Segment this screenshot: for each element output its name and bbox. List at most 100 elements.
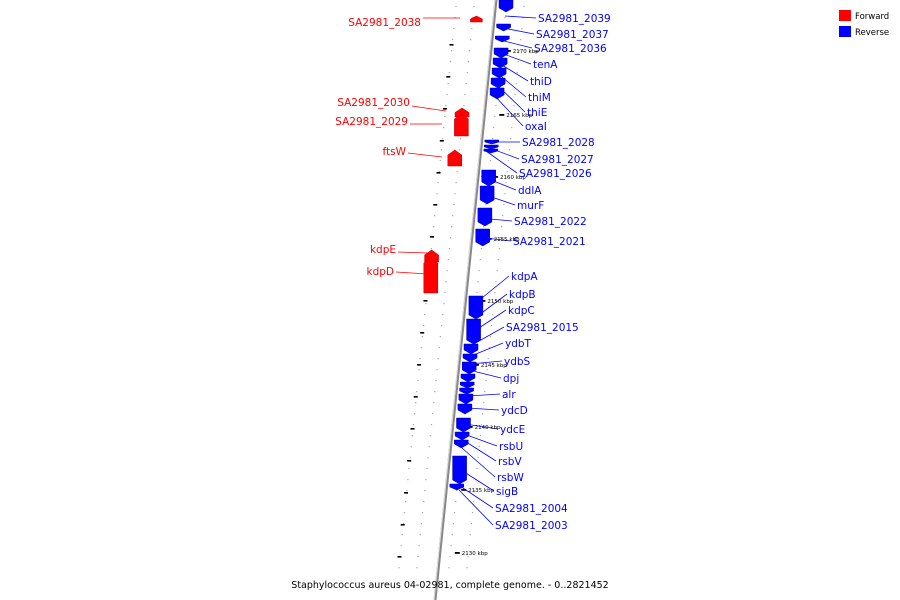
track-dot [430,248,432,250]
track-dot [482,413,484,415]
track-dot [483,226,485,228]
track-dot [458,149,461,151]
track-dot [455,6,457,8]
track-dot [442,138,444,140]
track-dot [453,28,455,30]
track-dot [452,39,454,41]
forward-gene-leader [411,105,447,112]
track-dot [420,523,422,525]
track-dash [400,524,405,526]
track-dot [453,204,455,206]
legend-label-forward: Forward [855,12,889,22]
track-dot [436,369,438,371]
reverse-gene-label: rsbV [498,456,522,468]
track-dot [444,292,446,294]
reverse-gene-leader [472,309,507,333]
reverse-gene-label: tenA [533,59,558,71]
forward-gene [470,15,483,23]
track-dot [488,347,490,349]
reverse-gene-leader [466,407,500,411]
track-dot [507,160,509,162]
reverse-gene-leader [499,39,533,49]
track-dot [429,435,431,437]
track-dot [478,270,480,272]
track-dot [513,105,515,107]
track-dash [449,44,454,46]
track-dot [415,402,417,404]
track-dot [447,259,449,261]
forward-gene [423,257,439,294]
track-dot [479,259,481,261]
reverse-gene-label: murF [517,200,544,212]
track-dot [471,512,474,514]
track-dot [443,127,445,129]
track-dot [451,226,453,228]
kbp-label: 2130 kbp [462,551,488,557]
track-dot [409,457,411,459]
kbp-tick [461,489,467,491]
track-dot [496,270,498,272]
reverse-gene-label: dpj [503,373,519,385]
track-dot [463,105,465,107]
track-dot [436,193,438,195]
track-dot [522,17,524,19]
track-dash [433,204,438,206]
reverse-gene-leader [493,81,526,113]
track-dot [408,468,410,470]
track-dot [455,501,457,503]
track-dot [442,314,444,316]
reverse-gene [477,207,493,227]
track-dot [468,545,470,547]
track-dot [426,468,428,470]
track-dot [433,402,435,404]
reverse-gene-leader [504,15,537,19]
track-dot [402,523,404,525]
track-dot [470,39,472,41]
track-dot [477,281,479,283]
track-dot [448,567,450,569]
genome-backbone [433,0,498,600]
reverse-gene-leader [469,360,503,365]
track-dot [491,325,493,327]
track-dot [424,490,426,492]
track-dash [417,364,421,366]
genome-title: Staphylococcus aureus 04-02981, complete… [291,580,608,591]
reverse-gene [459,381,475,389]
reverse-gene-leader [479,192,516,206]
track-dot [421,512,424,514]
forward-gene [454,113,469,137]
reverse-gene-label: kdpC [508,305,535,317]
track-dot [492,138,494,140]
track-dot [452,215,454,217]
reverse-gene [491,67,507,79]
track-dot [437,358,439,360]
track-dot [453,512,456,514]
reverse-gene-label: SA2981_2021 [513,236,586,248]
track-dot [476,292,478,294]
track-dot [412,424,415,426]
track-dot [516,72,518,74]
track-dot [483,402,485,404]
track-dot [495,105,497,107]
track-dot [418,545,420,547]
track-dot [510,138,512,140]
kbp-label: 2160 kbp [500,175,526,181]
legend-label-reverse: Reverse [855,28,889,38]
reverse-gene-leader [471,326,505,346]
reverse-gene-leader [485,150,518,174]
reverse-gene-label: SA2981_2027 [521,154,594,166]
track-dot [473,6,475,8]
track-dot [471,28,473,30]
track-dot [448,72,450,74]
track-dot [464,94,466,96]
reverse-gene [484,144,499,150]
forward-gene [447,149,463,167]
reverse-gene-label: rsbW [497,472,524,484]
reverse-gene-label: ydbT [505,338,532,350]
reverse-gene-leader [459,485,494,509]
track-dot [437,182,439,184]
track-dot [504,193,506,195]
kbp-label: 2145 kbp [481,363,507,369]
track-dot [521,28,523,30]
reverse-gene-leader [480,175,517,191]
